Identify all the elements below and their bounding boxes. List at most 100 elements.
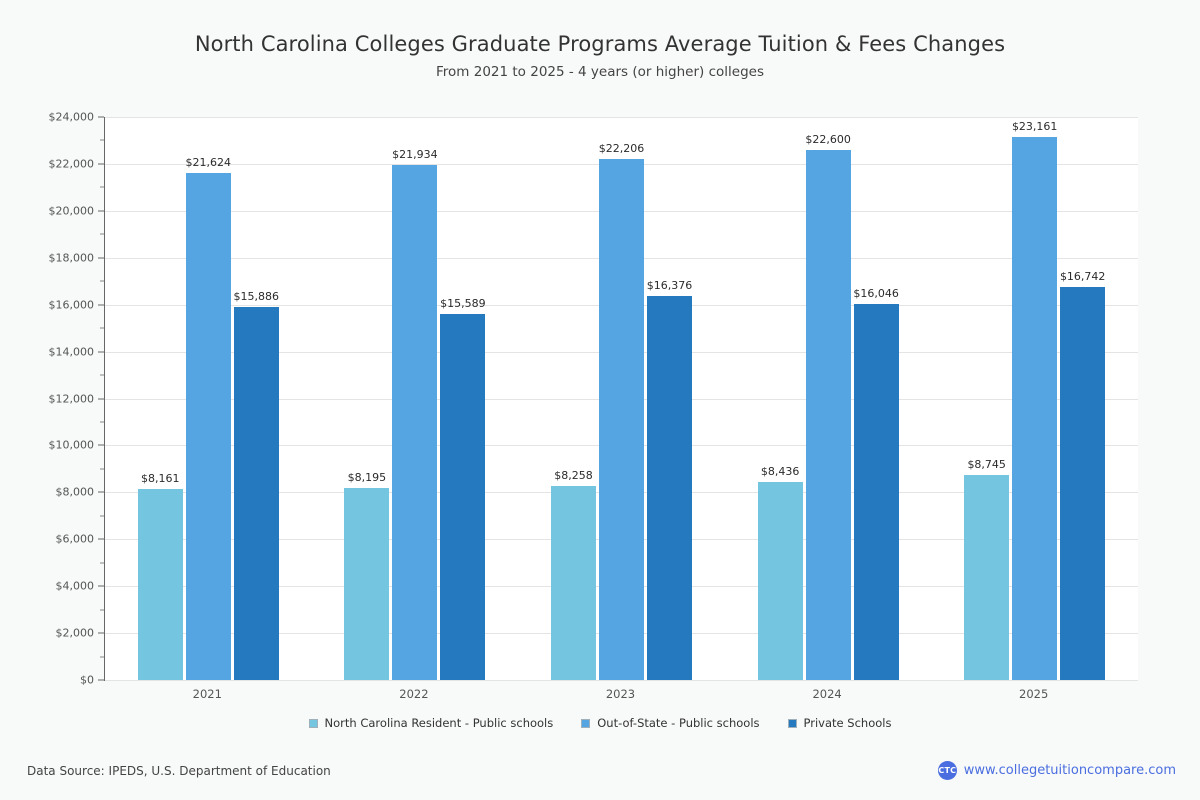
bar[interactable]: $21,624 xyxy=(186,156,231,680)
bar[interactable]: $23,161 xyxy=(1012,120,1057,680)
bar-value-label: $21,934 xyxy=(392,148,438,162)
x-axis-tick-label: 2024 xyxy=(812,687,842,701)
y-axis-tick-label: $20,000 xyxy=(48,204,95,218)
y-axis-tick xyxy=(100,280,104,282)
y-axis-tick xyxy=(98,163,104,165)
x-axis-tick-label: 2025 xyxy=(1019,687,1049,701)
y-axis-tick xyxy=(98,210,104,212)
bar-group-2021: $8,161 $21,624 $15,886 xyxy=(105,117,312,680)
bar-group-2023: $8,258 $22,206 $16,376 xyxy=(518,117,725,680)
bar[interactable]: $8,436 xyxy=(757,465,803,680)
y-axis-tick-label: $6,000 xyxy=(55,532,95,546)
legend-item-0[interactable]: North Carolina Resident - Public schools xyxy=(308,716,554,730)
bar[interactable]: $16,376 xyxy=(647,279,692,680)
bar-value-label: $15,589 xyxy=(440,297,486,311)
y-axis-tick xyxy=(100,139,104,141)
chart-footer: Data Source: IPEDS, U.S. Department of E… xyxy=(0,760,1200,790)
y-axis-tick-label: $10,000 xyxy=(48,438,95,452)
bar-value-label: $21,624 xyxy=(185,155,232,169)
legend-label: North Carolina Resident - Public schools xyxy=(324,716,554,730)
y-axis-tick xyxy=(100,609,104,611)
y-axis-tick xyxy=(98,116,104,118)
y-axis-tick xyxy=(100,233,104,235)
bar-value-label: $8,161 xyxy=(141,471,180,485)
y-axis-tick xyxy=(98,398,104,399)
bar-value-label: $23,161 xyxy=(1011,119,1058,133)
bar-group-2022: $8,195 $21,934 $15,589 xyxy=(312,117,519,680)
y-axis-tick xyxy=(98,257,104,259)
y-axis-tick-label: $22,000 xyxy=(48,157,95,171)
y-axis: $0 $2,000 $4,000 $6,000 $8,000 $10,000 $12,000… xyxy=(0,111,104,687)
bar-value-label: $8,258 xyxy=(554,469,593,483)
bar-value-label: $16,742 xyxy=(1059,270,1106,284)
y-axis-tick-label: $16,000 xyxy=(48,298,95,312)
y-axis-tick xyxy=(98,585,104,587)
y-axis-tick-label: $0 xyxy=(80,673,94,687)
bar-value-label: $16,046 xyxy=(853,286,899,300)
bar[interactable]: $8,161 xyxy=(137,472,183,680)
legend-item-2[interactable]: Private Schools xyxy=(787,716,892,730)
bar-value-label: $8,195 xyxy=(347,470,387,484)
y-axis-tick xyxy=(98,491,104,493)
legend-label: Out-of-State - Public schools xyxy=(597,716,760,730)
y-axis-tick xyxy=(100,468,104,470)
bar-group-2025: $8,745 $23,161 $16,742 xyxy=(931,117,1138,680)
bar[interactable]: $8,745 xyxy=(964,458,1010,680)
y-axis-tick xyxy=(98,538,104,540)
y-axis-tick xyxy=(100,656,104,658)
y-axis-tick-label: $24,000 xyxy=(48,110,95,124)
y-axis-tick-label: $4,000 xyxy=(55,579,95,593)
data-source-note: Data Source: IPEDS, U.S. Department of E… xyxy=(27,764,331,778)
plot-area: $8,161 $21,624 $15,886 $8,195 $21,934 $15,589… xyxy=(104,117,1138,681)
bar-value-label: $22,600 xyxy=(805,132,851,146)
y-axis-tick xyxy=(100,327,104,329)
ctc-logo-icon: CTC xyxy=(937,761,957,780)
gridline xyxy=(105,680,1138,681)
bar[interactable]: $21,934 xyxy=(392,148,438,680)
x-axis-tick-label: 2023 xyxy=(605,687,636,701)
site-credit[interactable]: CTC www.collegetuitioncompare.com xyxy=(937,761,1176,780)
x-axis-tick-label: 2022 xyxy=(399,687,429,701)
y-axis-tick-label: $18,000 xyxy=(48,251,95,265)
bar-value-label: $22,206 xyxy=(598,142,645,156)
chart-subtitle: From 2021 to 2025 - 4 years (or higher) … xyxy=(436,64,764,80)
y-axis-tick xyxy=(98,304,104,306)
bar[interactable]: $15,886 xyxy=(234,290,279,680)
y-axis-tick xyxy=(100,186,104,188)
x-axis-tick-label: 2021 xyxy=(192,687,222,701)
chart-legend: North Carolina Resident - Public schools… xyxy=(0,716,1200,730)
y-axis-tick xyxy=(100,374,104,376)
bar[interactable]: $8,195 xyxy=(344,471,390,680)
legend-swatch-icon xyxy=(581,718,591,728)
bar-value-label: $15,886 xyxy=(233,290,280,304)
legend-swatch-icon xyxy=(308,718,318,728)
bar[interactable]: $22,600 xyxy=(805,133,851,680)
y-axis-tick xyxy=(98,679,104,681)
y-axis-tick-label: $14,000 xyxy=(48,345,95,359)
x-axis: 2021 2022 2023 2024 2025 xyxy=(104,682,1137,708)
y-axis-tick-label: $12,000 xyxy=(48,392,95,405)
bar[interactable]: $15,589 xyxy=(440,297,486,680)
y-axis-tick xyxy=(100,421,104,423)
y-axis-tick xyxy=(100,562,104,564)
legend-label: Private Schools xyxy=(803,716,892,730)
y-axis-tick xyxy=(100,515,104,517)
bar-value-label: $8,745 xyxy=(967,457,1006,471)
bar-group-2024: $8,436 $22,600 $16,046 xyxy=(725,117,932,680)
legend-swatch-icon xyxy=(787,718,797,728)
y-axis-tick-label: $2,000 xyxy=(55,626,95,640)
bar[interactable]: $8,258 xyxy=(550,469,596,680)
y-axis-tick xyxy=(98,351,104,353)
site-url-link[interactable]: www.collegetuitioncompare.com xyxy=(963,763,1176,778)
bar[interactable]: $16,742 xyxy=(1060,270,1105,680)
bar[interactable]: $22,206 xyxy=(599,142,644,680)
y-axis-tick xyxy=(98,444,104,446)
bar[interactable]: $16,046 xyxy=(853,287,899,680)
legend-item-1[interactable]: Out-of-State - Public schools xyxy=(581,716,760,730)
y-axis-tick xyxy=(98,632,104,634)
bar-value-label: $16,376 xyxy=(646,278,693,292)
bar-value-label: $8,436 xyxy=(760,465,800,479)
y-axis-tick-label: $8,000 xyxy=(55,485,95,499)
bars-layer: $8,161 $21,624 $15,886 $8,195 $21,934 $15,589… xyxy=(105,117,1138,680)
chart-title: North Carolina Colleges Graduate Program… xyxy=(194,32,1006,56)
